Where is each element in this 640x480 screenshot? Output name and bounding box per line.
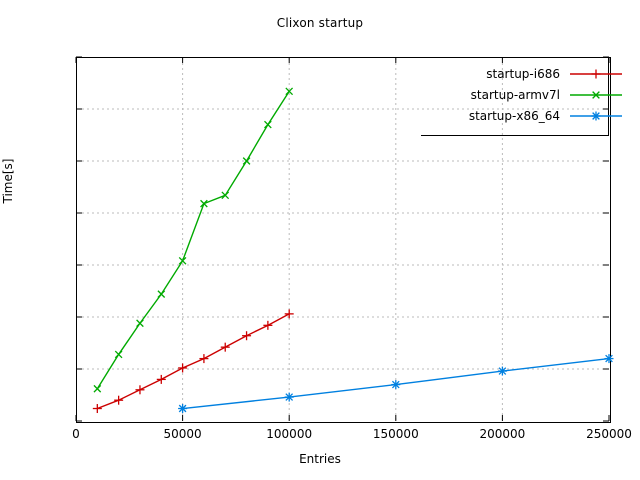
legend-sample-star-icon xyxy=(570,111,622,121)
legend-sample-cross-icon xyxy=(570,91,622,99)
data-point-marker xyxy=(200,199,208,208)
data-point-marker xyxy=(178,404,187,413)
data-point-marker xyxy=(242,157,251,165)
series-line xyxy=(96,90,290,390)
x-tick-label: 50000 xyxy=(163,427,202,441)
legend-label: startup-i686 xyxy=(486,67,560,81)
data-point-marker xyxy=(136,319,144,328)
data-point-marker xyxy=(605,354,613,363)
data-point-marker xyxy=(178,257,187,265)
legend-label: startup-armv7l xyxy=(470,88,560,102)
chart-title: Clixon startup xyxy=(276,16,364,30)
plot-area xyxy=(76,57,611,423)
legend-sample-plus-icon xyxy=(570,69,622,79)
data-point-marker xyxy=(264,120,272,129)
data-point-marker xyxy=(114,350,123,359)
series-startup-x86_64 xyxy=(178,354,614,414)
legend-item-startup-armv7l: startup-armv7l xyxy=(471,85,624,105)
x-tick-label: 100000 xyxy=(266,427,313,441)
series-startup-i686 xyxy=(92,309,294,414)
x-tick-label: 0 xyxy=(72,427,80,441)
data-point-marker xyxy=(285,87,294,96)
legend-item-startup-x86_64: startup-x86_64 xyxy=(469,106,624,126)
legend-label: startup-x86_64 xyxy=(468,109,560,123)
x-axis-label: Entries xyxy=(299,452,341,466)
x-tick-label: 250000 xyxy=(586,427,632,441)
data-point-marker xyxy=(285,393,294,401)
data-point-marker xyxy=(498,367,507,375)
series-startup-armv7l xyxy=(93,87,294,393)
x-tick-label: 150000 xyxy=(372,427,419,441)
data-point-marker xyxy=(592,112,600,120)
data-point-marker xyxy=(391,380,400,389)
data-point-marker xyxy=(221,191,230,200)
x-tick-label: 200000 xyxy=(479,427,526,441)
data-point-marker xyxy=(93,384,102,393)
data-point-marker xyxy=(157,290,166,298)
legend-item-startup-i686: startup-i686 xyxy=(486,64,624,84)
data-point-marker xyxy=(592,91,600,99)
series-line xyxy=(97,313,290,410)
